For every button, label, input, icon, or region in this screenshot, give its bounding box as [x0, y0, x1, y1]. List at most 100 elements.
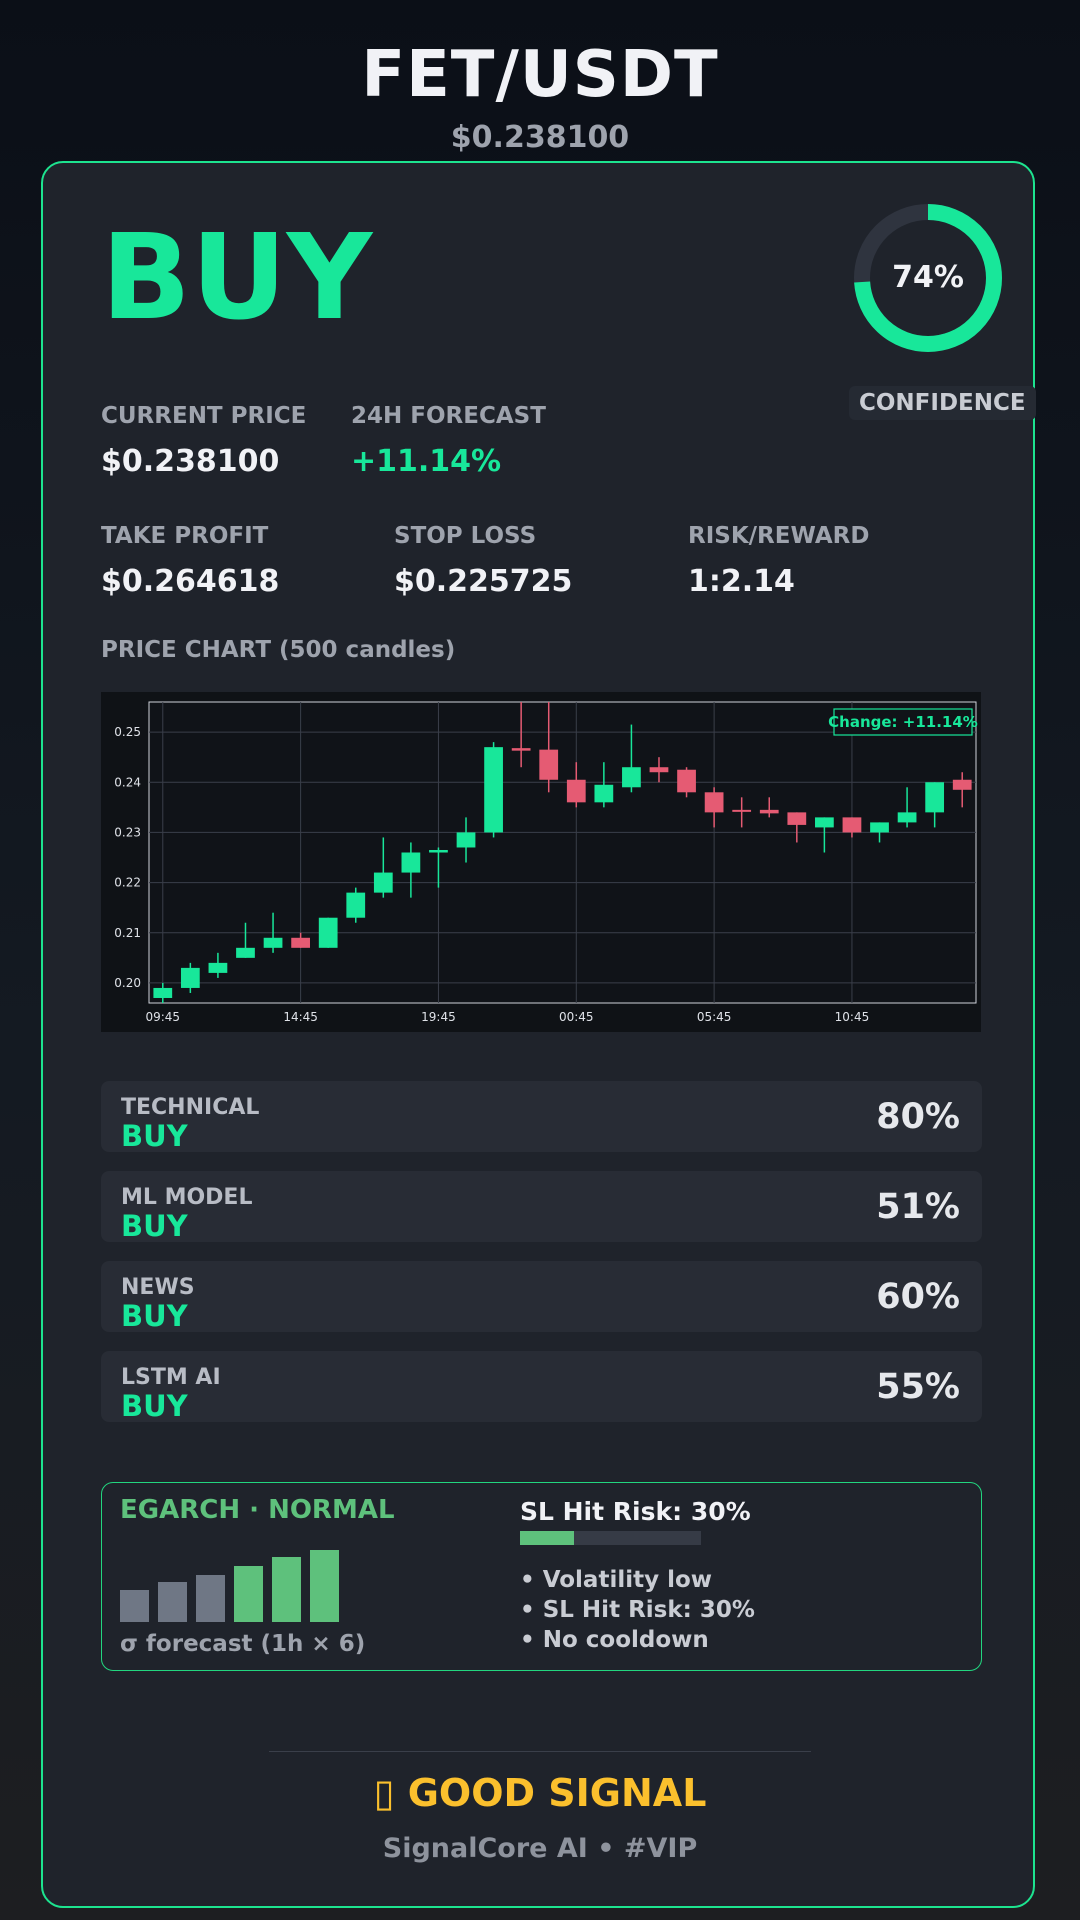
candle-up — [180, 967, 200, 988]
candle-up — [401, 852, 421, 873]
candle-down — [677, 769, 696, 793]
sigma-bar — [272, 1557, 301, 1622]
component-pct: 51% — [876, 1187, 960, 1227]
candle-down — [704, 792, 724, 813]
risk-reward-value: 1:2.14 — [688, 564, 795, 599]
change-annotation-box — [833, 708, 973, 736]
signal-action: BUY — [101, 208, 373, 346]
pair-price: $0.238100 — [450, 120, 630, 155]
current-price-label: CURRENT PRICE — [101, 403, 307, 429]
egarch-panel: EGARCH · NORMAL σ forecast (1h × 6) SL H… — [101, 1482, 982, 1671]
candle-down — [291, 937, 310, 948]
candle-up — [594, 784, 614, 803]
x-tick-label: 10:45 — [835, 1010, 870, 1024]
bullet-cooldown: • No cooldown — [520, 1627, 709, 1653]
component-label: ML MODEL — [121, 1185, 253, 1210]
risk-reward-label: RISK/REWARD — [688, 523, 870, 549]
component-pct: 60% — [876, 1277, 960, 1317]
component-signal: BUY — [121, 1209, 188, 1243]
candle-down — [566, 779, 586, 803]
sigma-bar — [120, 1589, 149, 1622]
candle-up — [263, 937, 283, 948]
forecast-label: 24H FORECAST — [351, 403, 546, 429]
x-tick-label: 05:45 — [697, 1010, 732, 1024]
candle-down — [649, 767, 669, 773]
candle-up — [373, 872, 393, 893]
pair-title: FET/USDT — [361, 38, 719, 112]
plot-area — [148, 701, 977, 1004]
bullet-volatility: • Volatility low — [520, 1567, 713, 1593]
component-label: TECHNICAL — [121, 1095, 260, 1120]
candle-up — [208, 962, 228, 973]
candle-down — [732, 809, 752, 812]
price-chart: 0.20 0.21 0.22 0.23 0.24 0.25 09:45 14:45 19:45 0… — [101, 692, 981, 1032]
x-tick-label: 19:45 — [421, 1010, 456, 1024]
y-tick-label: 0.22 — [114, 876, 141, 890]
y-tick-label: 0.25 — [114, 725, 141, 739]
component-lstm-ai: LSTM AI BUY 55% — [101, 1351, 982, 1423]
sigma-caption: σ forecast (1h × 6) — [120, 1631, 366, 1657]
verdict-text: ▯ GOOD SIGNAL — [373, 1771, 707, 1815]
candle-up — [815, 817, 834, 828]
sl-risk-bar — [520, 1531, 701, 1545]
x-tick-label: 14:45 — [283, 1010, 318, 1024]
price-chart-svg: 0.20 0.21 0.22 0.23 0.24 0.25 09:45 14:45 19:45 0… — [114, 701, 978, 1024]
candle-down — [759, 809, 779, 814]
confidence-arc — [854, 204, 1002, 352]
stop-loss-label: STOP LOSS — [394, 523, 537, 549]
bullet-sl-risk: • SL Hit Risk: 30% — [520, 1597, 755, 1623]
candle-up — [925, 782, 945, 813]
forecast-value: +11.14% — [351, 444, 502, 479]
current-price-value: $0.238100 — [101, 444, 280, 479]
sigma-bar — [234, 1565, 263, 1622]
sl-hit-risk-title: SL Hit Risk: 30% — [520, 1497, 751, 1526]
component-news: NEWS BUY 60% — [101, 1261, 982, 1333]
component-label: LSTM AI — [121, 1365, 221, 1390]
candle-up — [484, 747, 503, 833]
candle-up — [456, 832, 476, 848]
component-technical: TECHNICAL BUY 80% — [101, 1081, 982, 1153]
candle-down — [787, 812, 807, 825]
x-tick-label: 00:45 — [559, 1010, 594, 1024]
candle-up — [346, 892, 366, 918]
component-pct: 55% — [876, 1367, 960, 1407]
candle-up — [897, 812, 917, 823]
sigma-bar — [196, 1575, 225, 1622]
sl-risk-fill — [520, 1531, 575, 1545]
candle-down — [539, 749, 559, 780]
candle-up — [429, 849, 448, 853]
candle-up — [622, 767, 641, 788]
candle-up — [153, 987, 173, 998]
confidence-value: 74% — [892, 260, 964, 295]
x-tick-label: 09:45 — [145, 1010, 180, 1024]
take-profit-value: $0.264618 — [101, 564, 280, 599]
signal-card: BUY 74% CONFIDENCE CURRENT PRICE $0.2381… — [41, 161, 1036, 1908]
component-signal: BUY — [121, 1389, 188, 1423]
candle-down — [952, 779, 972, 790]
change-annotation: Change: +11.14% — [828, 713, 978, 731]
brand-text: SignalCore AI • #VIP — [382, 1833, 698, 1864]
component-label: NEWS — [121, 1275, 195, 1300]
y-tick-label: 0.20 — [114, 976, 141, 990]
candle-up — [236, 947, 255, 958]
candle-up — [318, 917, 338, 948]
stop-loss-value: $0.225725 — [394, 564, 573, 599]
candle-down — [842, 817, 862, 833]
footer-divider — [269, 1751, 811, 1752]
y-tick-label: 0.21 — [114, 926, 141, 940]
component-signal: BUY — [121, 1299, 188, 1333]
candle-up — [870, 822, 889, 833]
chart-title: PRICE CHART (500 candles) — [101, 637, 456, 663]
sigma-bar — [310, 1550, 339, 1622]
take-profit-label: TAKE PROFIT — [101, 523, 269, 549]
y-tick-label: 0.24 — [114, 775, 141, 789]
component-ml-model: ML MODEL BUY 51% — [101, 1171, 982, 1243]
confidence-label: CONFIDENCE — [849, 386, 1036, 420]
confidence-ring — [854, 204, 1002, 352]
component-signal: BUY — [121, 1119, 188, 1153]
egarch-title: EGARCH · NORMAL — [120, 1495, 395, 1525]
component-pct: 80% — [876, 1097, 960, 1137]
candle-down — [511, 748, 531, 751]
y-tick-label: 0.23 — [114, 825, 141, 839]
sigma-bar — [158, 1582, 187, 1622]
